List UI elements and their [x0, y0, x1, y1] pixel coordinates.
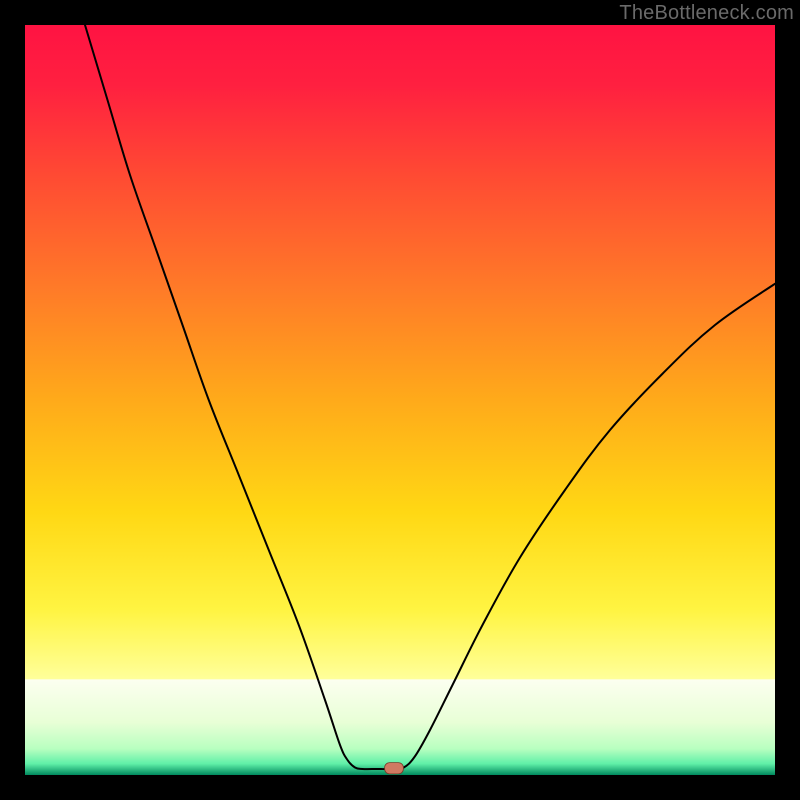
- plot-background: [25, 25, 775, 775]
- chart-svg: [25, 25, 775, 775]
- chart-canvas: TheBottleneck.com: [0, 0, 800, 800]
- watermark-text: TheBottleneck.com: [619, 2, 794, 25]
- optimal-marker: [385, 763, 404, 774]
- plot-area: [25, 25, 775, 775]
